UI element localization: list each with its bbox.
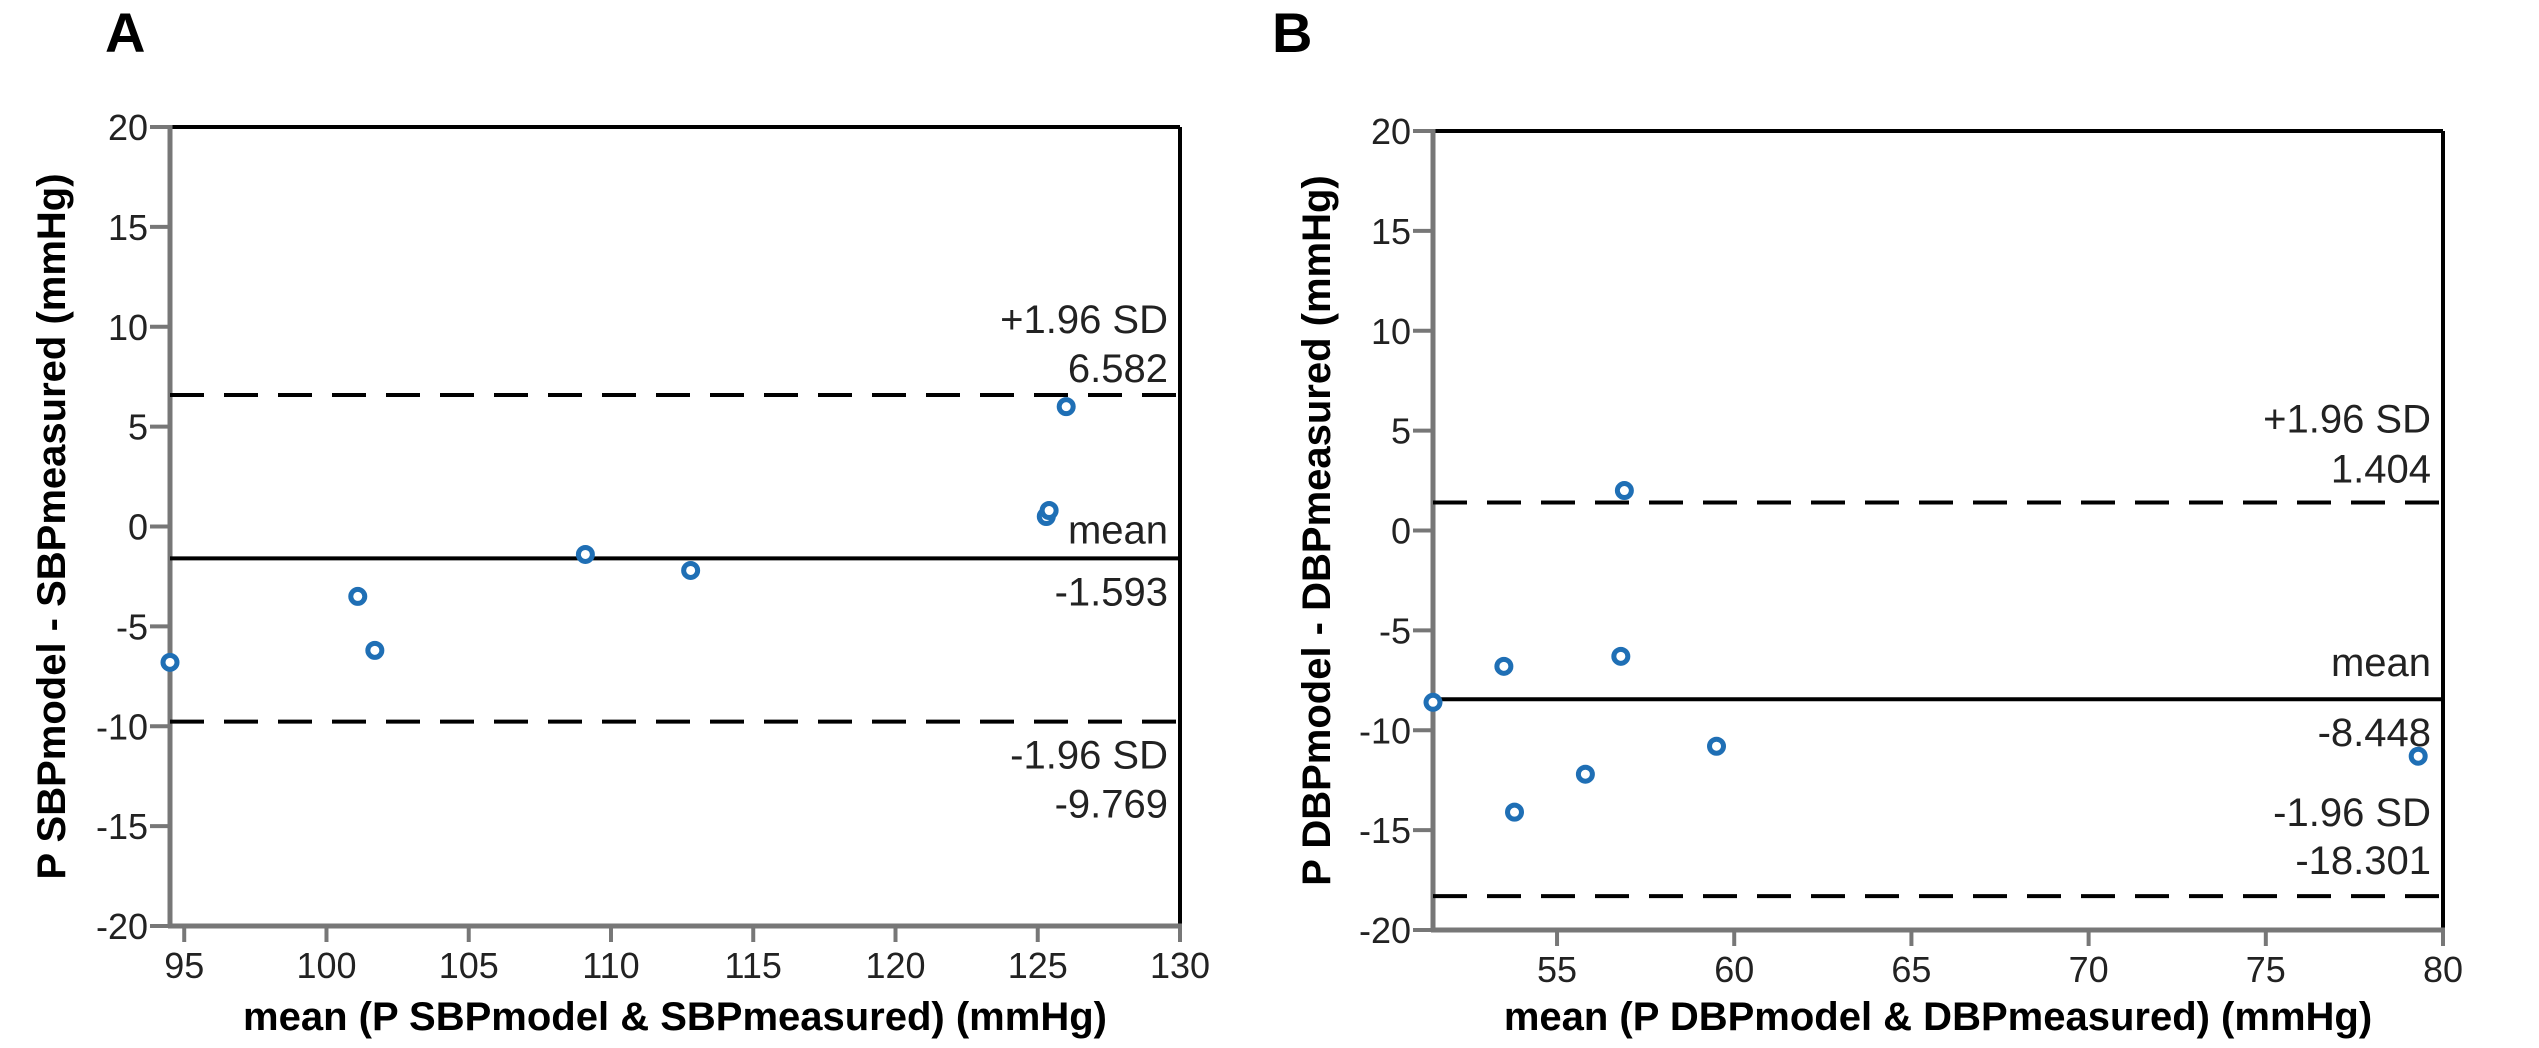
data-point xyxy=(1423,692,1443,712)
data-point xyxy=(1505,802,1525,822)
data-point xyxy=(681,560,701,580)
data-point xyxy=(575,544,595,564)
data-point xyxy=(365,640,385,660)
y-tick-label: 20 xyxy=(108,107,148,148)
x-tick-label: 105 xyxy=(439,945,499,986)
lower-line-label: -1.96 SD xyxy=(2273,791,2431,835)
y-tick-label: 5 xyxy=(1391,411,1411,452)
x-axis-label: mean (P DBPmodel & DBPmeasured) (mmHg) xyxy=(1504,995,2372,1039)
y-tick-label: 15 xyxy=(1371,211,1411,252)
mean-line-label: mean xyxy=(1068,508,1168,552)
y-tick-label: 15 xyxy=(108,207,148,248)
x-axis-label: mean (P SBPmodel & SBPmeasured) (mmHg) xyxy=(243,995,1107,1039)
y-tick-label: -15 xyxy=(96,806,148,847)
y-tick-label: -20 xyxy=(1359,910,1411,951)
lower-line-value: -9.769 xyxy=(1055,783,1168,827)
y-axis-label: P DBPmodel - DBPmeasured (mmHg) xyxy=(1295,175,1339,886)
x-tick-label: 110 xyxy=(582,945,639,986)
data-point xyxy=(1614,481,1634,501)
x-tick-label: 65 xyxy=(1891,949,1931,990)
x-tick-label: 120 xyxy=(865,945,925,986)
y-tick-label: -10 xyxy=(1359,710,1411,751)
upper-line-value: 1.404 xyxy=(2331,447,2431,491)
y-tick-label: 10 xyxy=(1371,311,1411,352)
y-tick-label: 10 xyxy=(108,307,148,348)
upper-line-label: +1.96 SD xyxy=(1000,298,1168,342)
data-point xyxy=(1056,397,1076,417)
data-point xyxy=(2408,746,2428,766)
panel-letter: A xyxy=(105,1,145,64)
data-point xyxy=(1575,764,1595,784)
x-tick-label: 75 xyxy=(2246,949,2286,990)
data-point xyxy=(1039,501,1059,521)
upper-line-value: 6.582 xyxy=(1068,347,1168,391)
y-tick-label: -10 xyxy=(96,706,148,747)
y-axis-label: P SBPmodel - SBPmeasured (mmHg) xyxy=(30,173,74,879)
x-tick-label: 95 xyxy=(164,945,204,986)
x-tick-label: 115 xyxy=(725,945,782,986)
lower-line-value: -18.301 xyxy=(2295,839,2431,883)
y-tick-label: -5 xyxy=(116,606,148,647)
y-tick-label: 0 xyxy=(1391,511,1411,552)
y-tick-label: -15 xyxy=(1359,810,1411,851)
data-point xyxy=(1494,656,1514,676)
data-point xyxy=(160,652,180,672)
x-tick-label: 125 xyxy=(1008,945,1068,986)
x-tick-label: 70 xyxy=(2069,949,2109,990)
panel-letter: B xyxy=(1272,1,1312,64)
x-tick-label: 130 xyxy=(1150,945,1210,986)
data-point xyxy=(1707,736,1727,756)
x-tick-label: 55 xyxy=(1537,949,1577,990)
mean-line-label: mean xyxy=(2331,641,2431,685)
x-tick-label: 60 xyxy=(1714,949,1754,990)
panel-b: B 20 15 10 5 0 -5 -10 -15 -20 55 60 65 70 75 80 mean (P … xyxy=(1272,1,2463,1039)
y-tick-label: 20 xyxy=(1371,111,1411,152)
x-tick-label: 100 xyxy=(296,945,356,986)
mean-line-value: -8.448 xyxy=(2318,711,2431,755)
data-point xyxy=(348,586,368,606)
upper-line-label: +1.96 SD xyxy=(2263,397,2431,441)
lower-line-label: -1.96 SD xyxy=(1010,734,1168,778)
y-tick-label: 5 xyxy=(128,407,148,448)
mean-line-value: -1.593 xyxy=(1055,570,1168,614)
y-tick-label: -20 xyxy=(96,906,148,947)
x-tick-label: 80 xyxy=(2423,949,2463,990)
data-point xyxy=(1611,646,1631,666)
y-tick-label: -5 xyxy=(1379,610,1411,651)
y-tick-label: 0 xyxy=(128,507,148,548)
